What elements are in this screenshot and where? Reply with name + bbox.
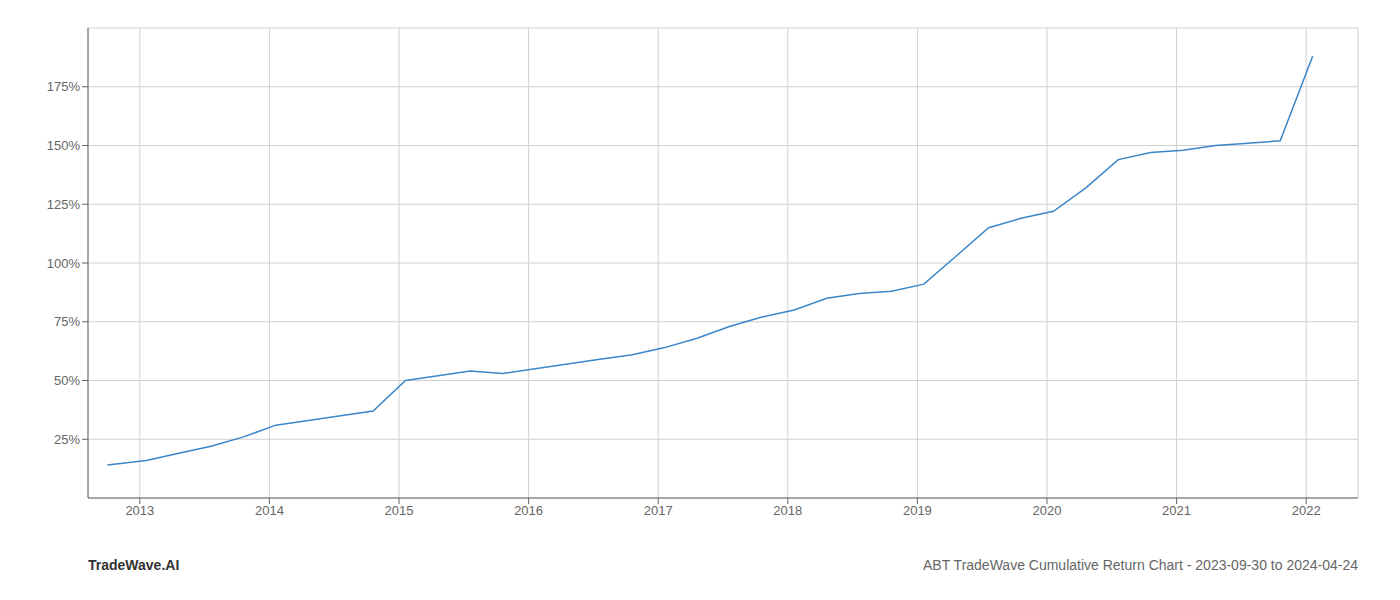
svg-text:2019: 2019 [903,503,932,518]
svg-text:2016: 2016 [514,503,543,518]
svg-text:100%: 100% [47,256,81,271]
svg-text:2015: 2015 [385,503,414,518]
svg-text:2020: 2020 [1033,503,1062,518]
svg-text:2017: 2017 [644,503,673,518]
html-text:ABT TradeWave Cumulative Retur: ABT TradeWave Cumulative Return Chart - … [923,557,1358,573]
svg-text:2021: 2021 [1162,503,1191,518]
svg-text:2014: 2014 [255,503,284,518]
svg-text:75%: 75% [54,314,80,329]
svg-text:50%: 50% [54,373,80,388]
svg-text:2022: 2022 [1292,503,1321,518]
svg-text:150%: 150% [47,138,81,153]
svg-text:2018: 2018 [773,503,802,518]
svg-text:125%: 125% [47,197,81,212]
svg-text:175%: 175% [47,79,81,94]
svg-text:25%: 25% [54,432,80,447]
html-text:TradeWave.AI: TradeWave.AI [88,557,180,573]
svg-text:2013: 2013 [125,503,154,518]
